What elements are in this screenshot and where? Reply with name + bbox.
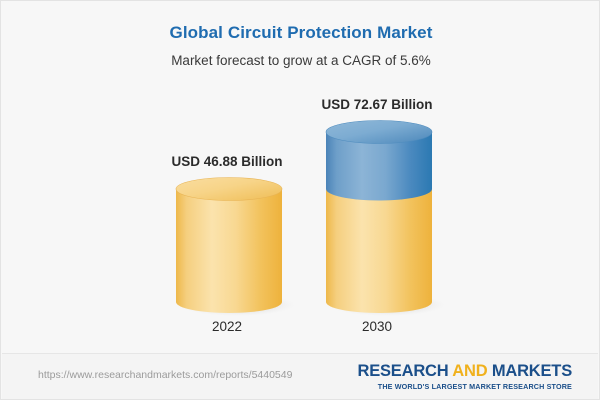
bar-cylinder-2030	[325, 120, 445, 316]
bar-value-label-2030: USD 72.67 Billion	[321, 97, 433, 112]
logo-tagline: THE WORLD'S LARGEST MARKET RESEARCH STOR…	[377, 382, 572, 391]
bar-category-label-2022: 2022	[211, 319, 243, 334]
bar-cylinder-2022	[175, 177, 295, 316]
logo-word-and: AND	[452, 362, 488, 380]
bar-value-label-2022: USD 46.88 Billion	[171, 154, 283, 169]
logo-wordmark: RESEARCH AND MARKETS	[357, 362, 572, 381]
bar-category-label-2030: 2030	[361, 319, 393, 334]
logo-word-markets: MARKETS	[491, 362, 572, 380]
chart-subtitle: Market forecast to grow at a CAGR of 5.6…	[171, 53, 431, 68]
chart-title: Global Circuit Protection Market	[169, 23, 433, 42]
logo-word-research: RESEARCH	[357, 362, 449, 380]
research-and-markets-logo[interactable]: RESEARCH AND MARKETS THE WORLD'S LARGEST…	[357, 362, 572, 391]
footer: https://www.researchandmarkets.com/repor…	[2, 353, 598, 399]
report-url[interactable]: https://www.researchandmarkets.com/repor…	[38, 369, 293, 381]
plot-area: USD 46.88 Billion	[1, 1, 599, 353]
